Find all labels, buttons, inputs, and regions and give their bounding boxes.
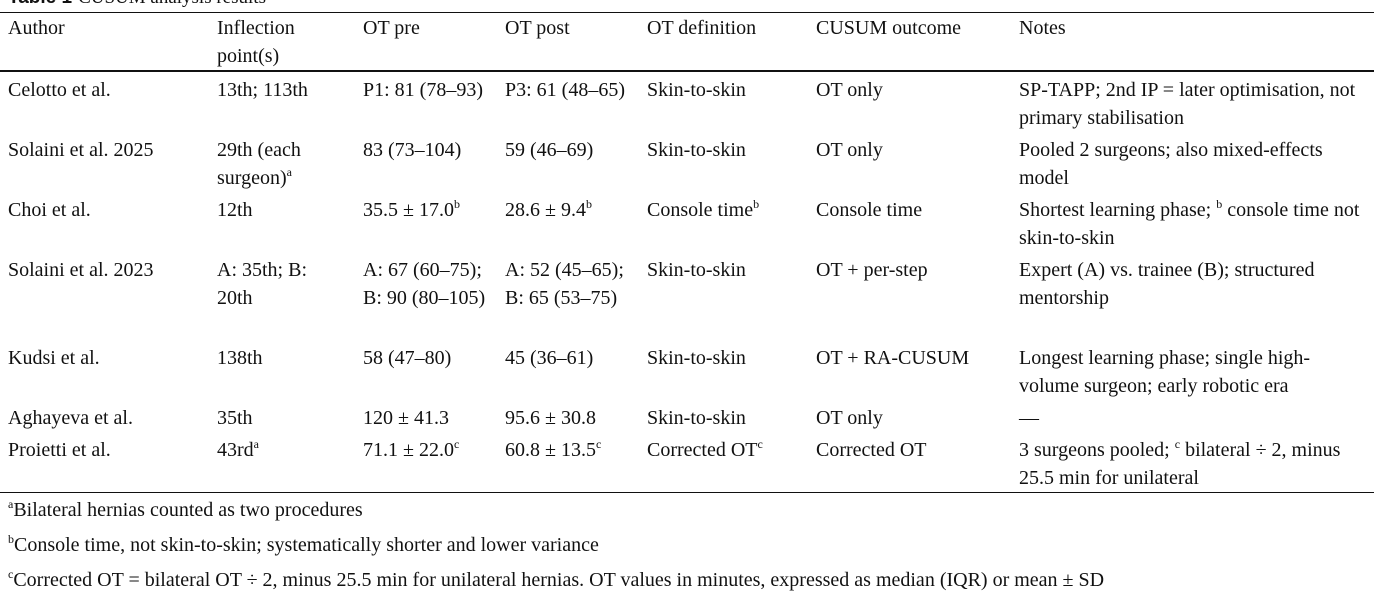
footnote-mark: c	[595, 437, 602, 451]
table-cell: Skin-to-skin	[647, 139, 746, 161]
footnote: aBilateral hernias counted as two proced…	[8, 497, 363, 523]
table-title: CUSUM analysis results	[78, 0, 266, 8]
footnote-mark: c	[8, 567, 14, 581]
header-cell: CUSUM outcome	[816, 17, 961, 39]
footnote-mark: a	[286, 165, 292, 179]
footnote-mark: b	[8, 532, 14, 546]
cell-text: 28.6 ± 9.4	[505, 199, 586, 221]
cell-text: Corrected OT	[647, 439, 758, 461]
cell-text: 3 surgeons pooled;	[1019, 439, 1175, 461]
table-cell: A: 35th; B: 20th	[217, 259, 308, 309]
table-cell: OT only	[816, 139, 883, 161]
table-cell: 35th	[217, 407, 253, 429]
table-cell: Shortest learning phase; b console time …	[1019, 196, 1364, 252]
bottom-rule	[0, 492, 1374, 493]
table-cell: Skin-to-skin	[647, 347, 746, 369]
header-cell: Inflection point(s)	[217, 17, 295, 67]
cell-text: 71.1 ± 22.0	[363, 439, 454, 461]
footnote-text: Bilateral hernias counted as two procedu…	[13, 499, 363, 521]
cell-text: 29th (each surgeon)	[217, 139, 301, 189]
header-cell: Author	[8, 17, 65, 39]
table-cell: Solaini et al. 2023	[8, 259, 154, 281]
table-cell: 12th	[217, 199, 253, 221]
footnote: cCorrected OT = bilateral OT ÷ 2, minus …	[8, 567, 1104, 593]
footnote-mark: b	[453, 197, 460, 211]
header-cell: OT definition	[647, 17, 757, 39]
table-cell: 83 (73–104)	[363, 139, 462, 161]
cell-text: Shortest learning phase;	[1019, 199, 1217, 221]
table-cell: Proietti et al.	[8, 439, 111, 461]
table-cell: Console timeb	[647, 196, 807, 224]
cell-text: 35.5 ± 17.0	[363, 199, 454, 221]
table-cell: 29th (each surgeon)a	[217, 136, 337, 192]
cell-text: 60.8 ± 13.5	[505, 439, 596, 461]
footnote-mark: a	[253, 437, 259, 451]
table-cell: 60.8 ± 13.5c	[505, 436, 635, 464]
table-cell: Skin-to-skin	[647, 407, 746, 429]
header-cell: OT post	[505, 17, 570, 39]
cell-text: bilateral ÷ 2, minus 25.5 min for unilat…	[1019, 439, 1341, 489]
table-cell: 28.6 ± 9.4b	[505, 196, 635, 224]
cell-text: Console time	[647, 199, 754, 221]
table-cell: OT + per-step	[816, 259, 928, 281]
table-cell: Choi et al.	[8, 199, 91, 221]
table-cell: Corrected OT	[816, 439, 927, 461]
table-cell: Console time	[816, 199, 923, 221]
table-cell: OT + RA-CUSUM	[816, 347, 970, 369]
table-cell: 58 (47–80)	[363, 347, 452, 369]
table-cell: 71.1 ± 22.0c	[363, 436, 493, 464]
footnote-mark: a	[8, 497, 14, 511]
top-rule	[0, 12, 1374, 13]
table-cell: Corrected OTc	[647, 436, 807, 464]
footnote-mark: b	[585, 197, 592, 211]
header-cell: OT pre	[363, 17, 420, 39]
footnote-text: Console time, not skin-to-skin; systemat…	[14, 534, 599, 556]
table-cell: Longest learning phase; single high-volu…	[1019, 347, 1311, 397]
table-cell: OT only	[816, 407, 883, 429]
footnote-mark: b	[753, 197, 760, 211]
footnote-mark: c	[1174, 437, 1181, 451]
table-cell: SP-TAPP; 2nd IP = later optimisation, no…	[1019, 79, 1356, 129]
table-cell: 35.5 ± 17.0b	[363, 196, 493, 224]
table-caption: Table 1 CUSUM analysis results	[8, 0, 266, 9]
table-cell: OT only	[816, 79, 883, 101]
table-cell: P3: 61 (48–65)	[505, 79, 625, 101]
table-cell: Aghayeva et al.	[8, 407, 133, 429]
table-cell: A: 67 (60–75); B: 90 (80–105)	[363, 259, 486, 309]
footnote-mark: c	[453, 437, 460, 451]
cell-text: console time not skin-to-skin	[1019, 199, 1360, 249]
table-cell: A: 52 (45–65); B: 65 (53–75)	[505, 259, 624, 309]
cell-text: 43rd	[217, 439, 254, 461]
table-cell: 120 ± 41.3	[363, 407, 449, 429]
table-cell: —	[1019, 407, 1039, 429]
table-cell: Skin-to-skin	[647, 79, 746, 101]
table-cell: Solaini et al. 2025	[8, 139, 154, 161]
table-cell: Celotto et al.	[8, 79, 111, 101]
footnote-mark: c	[757, 437, 763, 451]
table-cell: Expert (A) vs. trainee (B); structured m…	[1019, 259, 1315, 309]
table-cell: Pooled 2 surgeons; also mixed-effects mo…	[1019, 139, 1323, 189]
table-cell: 13th; 113th	[217, 79, 308, 101]
table-cell: P1: 81 (78–93)	[363, 79, 483, 101]
footnote-mark: b	[1216, 197, 1223, 211]
table-cell: 3 surgeons pooled; c bilateral ÷ 2, minu…	[1019, 436, 1364, 492]
table-cell: Skin-to-skin	[647, 259, 746, 281]
table-label: Table 1	[8, 0, 72, 8]
footnote: bConsole time, not skin-to-skin; systema…	[8, 532, 599, 558]
header-cell: Notes	[1019, 17, 1066, 39]
table-cell: 45 (36–61)	[505, 347, 594, 369]
table-cell: 43rda	[217, 436, 337, 464]
header-rule	[0, 70, 1374, 72]
table-cell: 138th	[217, 347, 263, 369]
table-cell: Kudsi et al.	[8, 347, 100, 369]
table-cell: 59 (46–69)	[505, 139, 594, 161]
footnote-text: Corrected OT = bilateral OT ÷ 2, minus 2…	[13, 569, 1105, 591]
table-cell: 95.6 ± 30.8	[505, 407, 596, 429]
